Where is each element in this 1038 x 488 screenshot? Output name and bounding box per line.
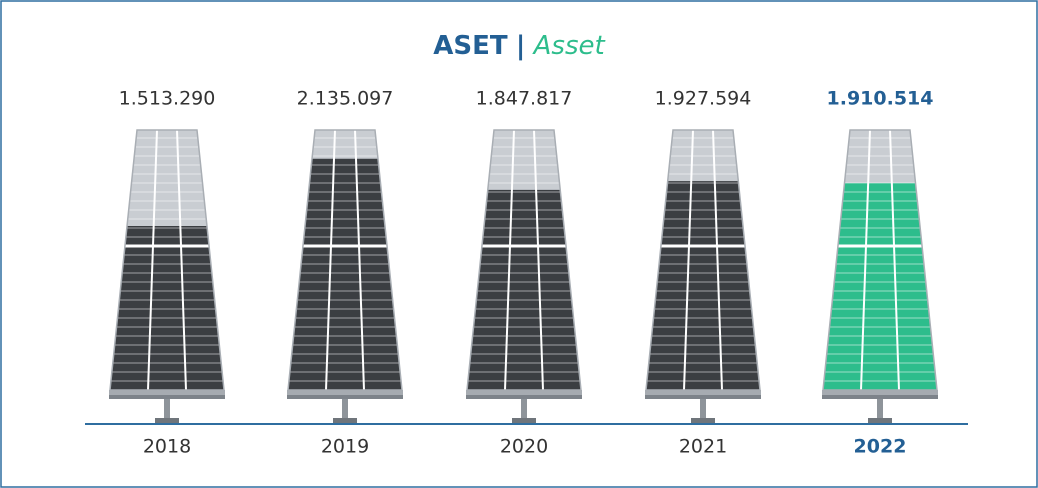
x-tick-label: 2019 [321,436,369,458]
panel-foot [155,418,179,423]
panel-frame [645,390,761,395]
panel-frame [109,390,225,395]
value-label: 1.847.817 [476,88,573,110]
panel-foot [333,418,357,423]
panel-fill [646,181,760,390]
panel-frame-base [287,395,403,399]
panel-foot [691,418,715,423]
panel-frame-base [645,395,761,399]
value-label: 1.910.514 [827,88,934,110]
x-tick-label: 2018 [143,436,191,458]
chart: ASET | Asset 1.513.290 2018 2.135.097 2019 1… [0,0,1038,488]
panel-frame [287,390,403,395]
value-label: 1.927.594 [655,88,752,110]
panel-frame-base [466,395,582,399]
chart-title: ASET [433,31,508,61]
title-separator: | [516,31,526,61]
value-label: 2.135.097 [297,88,394,110]
value-label: 1.513.290 [119,88,216,110]
panel-frame [822,390,938,395]
panel-foot [512,418,536,423]
chart-subtitle: Asset [532,31,606,61]
x-tick-label: 2020 [500,436,548,458]
panel-foot [868,418,892,423]
panel-fill [823,183,937,390]
panel-frame-base [822,395,938,399]
panel-frame [466,390,582,395]
panel-fill [288,159,402,390]
title-line: ASET | Asset [433,31,605,61]
x-tick-label: 2021 [679,436,727,458]
x-tick-label: 2022 [854,436,907,458]
panel-frame-base [109,395,225,399]
panel-fill [110,226,224,390]
